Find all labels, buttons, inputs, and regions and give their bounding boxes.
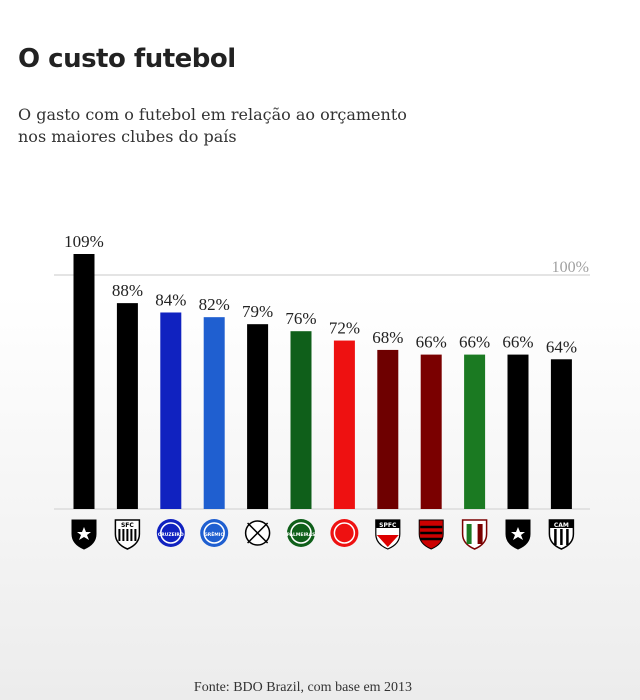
fluminense-crest-icon <box>461 519 488 550</box>
bar-7 <box>333 340 355 509</box>
svg-text:SPFC: SPFC <box>379 522 397 529</box>
flamengo-crest-icon <box>418 519 444 550</box>
bar-4 <box>203 317 225 509</box>
svg-text:CAM: CAM <box>554 522 569 529</box>
chart-title: O custo futebol <box>18 44 236 74</box>
bar-11 <box>507 354 529 509</box>
bar-2 <box>116 303 138 509</box>
data-label-11: 66% <box>502 333 533 352</box>
bar-6 <box>290 331 312 509</box>
bar-1 <box>73 254 95 509</box>
chart-subtitle: O gasto com o futebol em relação ao orça… <box>18 104 478 148</box>
data-label-9: 66% <box>416 333 447 352</box>
svg-text:CRUZEIRO: CRUZEIRO <box>158 532 184 538</box>
data-label-12: 64% <box>546 337 577 356</box>
bar-8 <box>377 349 399 509</box>
bar-5 <box>247 324 269 509</box>
internacional-crest-icon <box>330 519 359 547</box>
data-label-6: 76% <box>285 309 316 328</box>
palmeiras-crest-icon: PALMEIRAS <box>287 519 316 547</box>
subtitle-line-1: O gasto com o futebol em relação ao orça… <box>18 105 407 124</box>
subtitle-line-2: nos maiores clubes do país <box>18 127 237 146</box>
corinthians-crest-icon <box>244 520 271 546</box>
data-label-3: 84% <box>155 290 186 309</box>
data-label-1: 109% <box>64 232 104 251</box>
data-label-10: 66% <box>459 333 490 352</box>
cruzeiro-crest-icon: CRUZEIRO <box>156 519 185 547</box>
gremio-crest-icon: GRÊMIO <box>200 519 229 547</box>
data-label-2: 88% <box>112 281 143 300</box>
data-label-5: 79% <box>242 302 273 321</box>
reference-line-label: 100% <box>552 259 589 276</box>
data-label-7: 72% <box>329 319 360 338</box>
bar-10 <box>464 354 486 509</box>
santos-crest-icon: SFC <box>114 519 141 550</box>
source-note: Fonte: BDO Brazil, com base em 2013 <box>193 680 413 695</box>
svg-text:PALMEIRAS: PALMEIRAS <box>287 532 316 538</box>
svg-text:GRÊMIO: GRÊMIO <box>204 530 224 538</box>
sao-paulo-crest-icon: SPFC <box>375 519 401 550</box>
data-label-4: 82% <box>199 295 230 314</box>
botafogo-crest-icon <box>71 519 97 550</box>
atletico-mg-crest-icon: CAM <box>548 519 575 550</box>
bar-3 <box>160 312 182 509</box>
data-label-8: 68% <box>372 328 403 347</box>
svg-text:SFC: SFC <box>121 522 134 529</box>
vasco-crest-icon <box>505 519 531 550</box>
bar-9 <box>420 354 442 509</box>
bar-12 <box>550 359 572 509</box>
